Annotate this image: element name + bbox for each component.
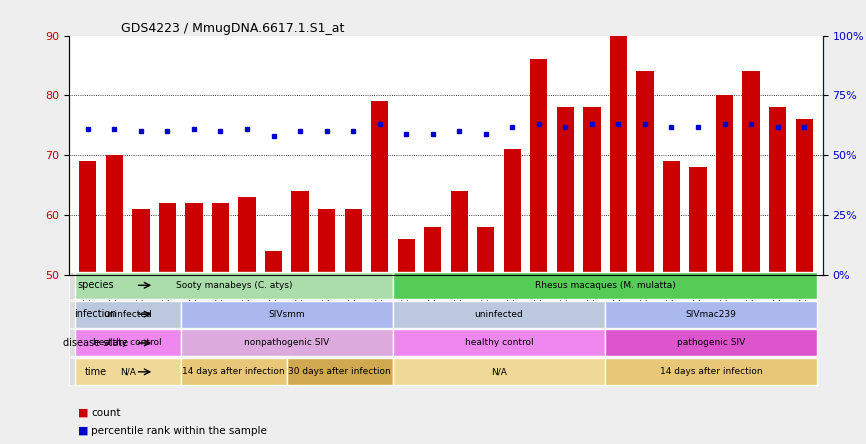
Bar [742,71,759,275]
Bar [796,119,813,275]
Bar [158,203,176,275]
Bar [424,227,442,275]
Text: ■: ■ [78,426,88,436]
Bar [769,107,786,275]
Text: pathogenic SIV: pathogenic SIV [677,338,746,348]
Text: N/A: N/A [491,367,507,377]
Bar [318,209,335,275]
Bar [69,272,149,299]
Text: SIVmac239: SIVmac239 [686,309,737,319]
Bar [106,155,123,275]
Bar [74,301,181,328]
Bar [74,272,393,299]
Text: uninfected: uninfected [103,309,152,319]
Text: 14 days after infection: 14 days after infection [660,367,763,377]
Text: 14 days after infection: 14 days after infection [183,367,285,377]
Text: Rhesus macaques (M. mulatta): Rhesus macaques (M. mulatta) [535,281,675,290]
Bar [238,197,255,275]
Bar [74,329,181,357]
Bar [181,301,393,328]
Text: infection: infection [74,309,117,319]
Bar [716,95,734,275]
Bar [605,329,818,357]
Text: ■: ■ [78,408,88,418]
Text: nonpathogenic SIV: nonpathogenic SIV [244,338,329,348]
Bar [557,107,574,275]
Bar [662,161,680,275]
Text: percentile rank within the sample: percentile rank within the sample [91,426,267,436]
Text: time: time [85,367,107,377]
Bar [689,167,707,275]
Bar [74,358,181,385]
Bar [450,191,468,275]
Text: healthy control: healthy control [94,338,162,348]
Bar [185,203,203,275]
Bar [605,301,818,328]
Text: N/A: N/A [120,367,136,377]
Bar [397,239,415,275]
Bar [292,191,308,275]
Bar [287,358,393,385]
Bar [69,329,149,357]
Bar [610,36,627,275]
Bar [393,358,605,385]
Bar [393,272,818,299]
Bar [584,107,600,275]
Bar [393,301,605,328]
Text: species: species [77,280,114,290]
Bar [504,149,521,275]
Text: GDS4223 / MmugDNA.6617.1.S1_at: GDS4223 / MmugDNA.6617.1.S1_at [121,22,345,35]
Bar [265,251,282,275]
Bar [69,301,149,328]
Text: healthy control: healthy control [465,338,533,348]
Bar [605,358,818,385]
Text: 30 days after infection: 30 days after infection [288,367,391,377]
Bar [79,161,96,275]
Text: uninfected: uninfected [475,309,523,319]
Bar [181,329,393,357]
Bar [69,358,149,385]
Bar [132,209,150,275]
Text: disease state: disease state [63,338,128,348]
Text: count: count [91,408,120,418]
Bar [212,203,229,275]
Bar [477,227,494,275]
Bar [181,358,287,385]
Text: Sooty manabeys (C. atys): Sooty manabeys (C. atys) [176,281,292,290]
Bar [345,209,362,275]
Bar [530,59,547,275]
Text: SIVsmm: SIVsmm [268,309,305,319]
Bar [393,329,605,357]
Bar [371,101,388,275]
Bar [637,71,654,275]
